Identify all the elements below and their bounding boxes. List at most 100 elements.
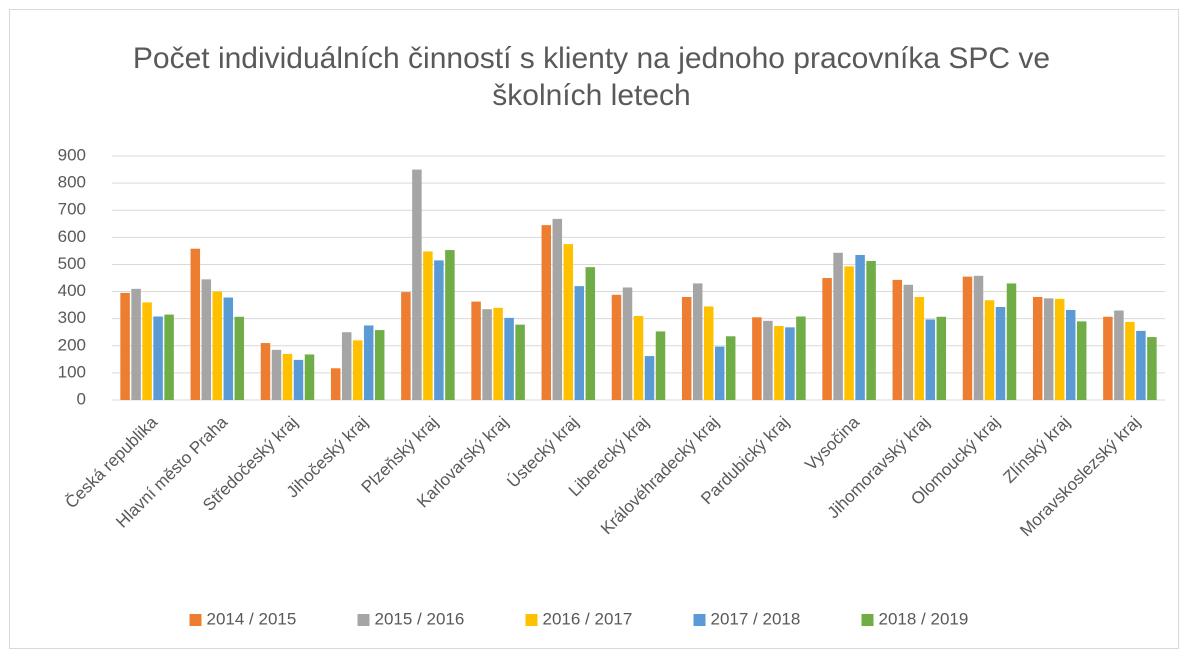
legend-label: 2014 / 2015 xyxy=(207,609,297,628)
bar xyxy=(131,288,141,400)
bar xyxy=(423,251,433,400)
legend-swatch xyxy=(189,614,202,626)
x-tick-label: Ústecký kraj xyxy=(503,413,582,492)
bar xyxy=(855,254,865,400)
bar xyxy=(142,302,152,400)
bar xyxy=(1006,283,1017,400)
bar xyxy=(763,320,773,400)
bar xyxy=(655,331,666,400)
legend-label: 2017 / 2018 xyxy=(711,609,801,628)
bar xyxy=(401,292,411,400)
bar xyxy=(752,317,762,400)
bar xyxy=(223,297,234,400)
bar xyxy=(844,266,854,400)
x-tick-label: Vysočina xyxy=(801,412,863,474)
y-tick-label: 700 xyxy=(58,200,86,219)
bar xyxy=(352,340,363,400)
bar xyxy=(785,327,795,400)
bar xyxy=(611,294,622,400)
bar xyxy=(482,309,492,400)
bar xyxy=(622,287,633,400)
bar xyxy=(725,336,736,400)
chart-frame xyxy=(9,9,1179,649)
bar xyxy=(1043,298,1054,400)
bar xyxy=(434,260,444,400)
bar xyxy=(914,296,925,400)
bar xyxy=(293,359,304,400)
bar xyxy=(190,248,201,400)
bar xyxy=(493,307,503,400)
bar xyxy=(973,275,984,400)
bar xyxy=(1054,298,1065,400)
bar xyxy=(341,332,352,400)
bar xyxy=(962,276,973,400)
y-tick-label: 500 xyxy=(58,254,86,273)
x-tick-label: Moravskoslezský kraj xyxy=(1016,413,1144,541)
bar xyxy=(563,244,574,400)
bar xyxy=(774,325,784,400)
bar xyxy=(796,316,806,400)
bar xyxy=(681,296,692,400)
bar xyxy=(212,291,223,400)
title-box: Počet individuálních činností s klienty … xyxy=(0,40,1183,114)
legend-label: 2015 / 2016 xyxy=(375,609,465,628)
bar xyxy=(866,260,876,400)
legend-label: 2016 / 2017 xyxy=(543,609,633,628)
bar xyxy=(703,306,714,400)
bar xyxy=(234,316,245,400)
x-tick-label: Zlínský kraj xyxy=(999,413,1073,487)
bar xyxy=(330,368,341,400)
bar xyxy=(1147,337,1157,400)
legend-swatch xyxy=(357,614,370,626)
bar xyxy=(692,283,703,400)
bar xyxy=(541,225,552,400)
bar xyxy=(925,319,936,400)
bar xyxy=(892,279,903,400)
bar xyxy=(504,317,514,400)
bar xyxy=(153,316,163,400)
y-tick-label: 400 xyxy=(58,281,86,300)
bar xyxy=(120,292,130,400)
bar xyxy=(833,252,843,400)
bar xyxy=(822,278,832,400)
y-tick-label: 800 xyxy=(58,173,86,192)
bar xyxy=(1125,321,1135,400)
y-tick-label: 0 xyxy=(77,389,86,408)
x-tick-label: Královéhradecký kraj xyxy=(597,413,723,539)
legend-swatch xyxy=(861,614,874,626)
y-tick-label: 600 xyxy=(58,227,86,246)
bar xyxy=(260,343,271,400)
bar xyxy=(412,169,422,400)
bar xyxy=(552,218,563,400)
y-tick-label: 100 xyxy=(58,362,86,381)
bar xyxy=(1136,330,1146,400)
bar xyxy=(1114,310,1124,400)
bar xyxy=(984,300,995,400)
bar xyxy=(714,346,725,400)
legend-swatch xyxy=(525,614,538,626)
y-tick-label: 300 xyxy=(58,308,86,327)
bar xyxy=(282,353,293,400)
legend-swatch xyxy=(693,614,706,626)
legend-label: 2018 / 2019 xyxy=(879,609,969,628)
bar xyxy=(374,330,385,400)
bar xyxy=(585,267,596,400)
bar xyxy=(445,250,455,400)
bar xyxy=(515,324,525,400)
bar xyxy=(164,314,174,400)
bar xyxy=(1032,296,1043,400)
bar xyxy=(271,349,282,400)
bar xyxy=(903,284,914,400)
bar xyxy=(936,316,947,400)
y-tick-label: 900 xyxy=(58,145,86,164)
bar xyxy=(574,286,585,400)
bar xyxy=(1103,316,1113,400)
y-tick-label: 200 xyxy=(58,335,86,354)
chart-title: Počet individuálních činností s klienty … xyxy=(132,42,1051,112)
bar xyxy=(471,301,481,400)
bar xyxy=(201,279,212,400)
bar xyxy=(304,354,315,400)
bar xyxy=(1076,321,1087,400)
bar xyxy=(633,315,644,400)
